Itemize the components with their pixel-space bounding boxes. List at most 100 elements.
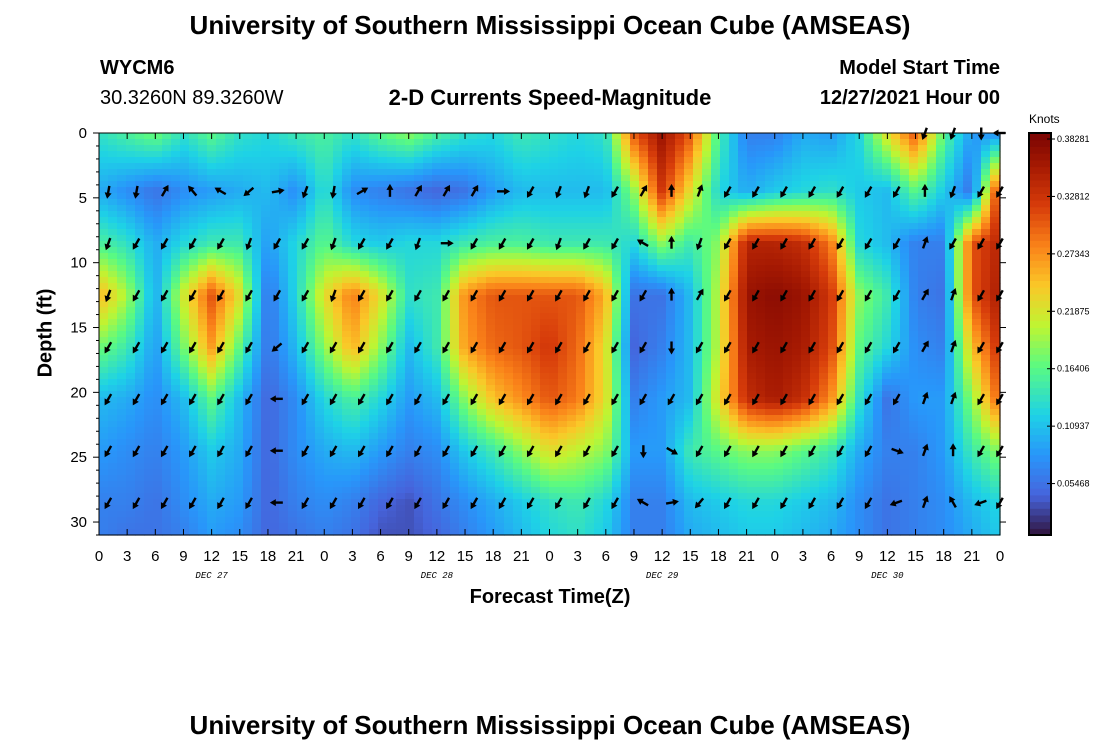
heatmap-cell: [765, 337, 775, 344]
heatmap-cell: [603, 283, 613, 290]
heatmap-cell: [990, 301, 1000, 308]
heatmap-cell: [747, 343, 757, 350]
heatmap-cell: [522, 337, 532, 344]
heatmap-cell: [603, 319, 613, 326]
heatmap-cell: [243, 409, 253, 416]
heatmap-cell: [234, 367, 244, 374]
heatmap-cell: [216, 421, 226, 428]
heatmap-cell: [810, 277, 820, 284]
heatmap-cell: [531, 313, 541, 320]
heatmap-cell: [387, 331, 397, 338]
heatmap-cell: [936, 295, 946, 302]
heatmap-cell: [279, 271, 289, 278]
heatmap-cell: [621, 223, 631, 230]
heatmap-cell: [630, 271, 640, 278]
heatmap-cell: [540, 139, 550, 146]
heatmap-cell: [567, 403, 577, 410]
heatmap-cell: [846, 415, 856, 422]
heatmap-cell: [981, 319, 991, 326]
heatmap-cell: [972, 157, 982, 164]
heatmap-cell: [612, 151, 622, 158]
heatmap-cell: [351, 385, 361, 392]
heatmap-cell: [783, 235, 793, 242]
heatmap-cell: [963, 241, 973, 248]
heatmap-cell: [558, 349, 568, 356]
heatmap-cell: [495, 343, 505, 350]
heatmap-cell: [378, 175, 388, 182]
heatmap-cell: [702, 367, 712, 374]
heatmap-cell: [252, 151, 262, 158]
heatmap-cell: [783, 355, 793, 362]
heatmap-cell: [153, 271, 163, 278]
heatmap-cell: [144, 355, 154, 362]
heatmap-cell: [306, 385, 316, 392]
heatmap-cell: [450, 325, 460, 332]
heatmap-cell: [801, 163, 811, 170]
heatmap-cell: [144, 361, 154, 368]
heatmap-cell: [513, 211, 523, 218]
heatmap-cell: [594, 361, 604, 368]
heatmap-cell: [99, 145, 109, 152]
heatmap-cell: [342, 175, 352, 182]
heatmap-cell: [423, 181, 433, 188]
heatmap-cell: [684, 205, 694, 212]
heatmap-cell: [459, 151, 469, 158]
heatmap-cell: [297, 163, 307, 170]
heatmap-cell: [954, 289, 964, 296]
heatmap-cell: [558, 355, 568, 362]
heatmap-cell: [963, 391, 973, 398]
heatmap-cell: [198, 205, 208, 212]
heatmap-cell: [387, 265, 397, 272]
heatmap-cell: [234, 397, 244, 404]
heatmap-cell: [837, 181, 847, 188]
heatmap-cell: [720, 337, 730, 344]
heatmap-cell: [594, 175, 604, 182]
heatmap-cell: [207, 199, 217, 206]
heatmap-cell: [891, 133, 901, 140]
heatmap-cell: [135, 211, 145, 218]
heatmap-cell: [522, 379, 532, 386]
heatmap-cell: [450, 217, 460, 224]
heatmap-cell: [621, 373, 631, 380]
heatmap-cell: [549, 217, 559, 224]
heatmap-cell: [783, 223, 793, 230]
heatmap-cell: [540, 313, 550, 320]
heatmap-cell: [846, 403, 856, 410]
heatmap-cell: [846, 337, 856, 344]
heatmap-cell: [207, 337, 217, 344]
heatmap-cell: [234, 229, 244, 236]
heatmap-cell: [981, 343, 991, 350]
heatmap-cell: [513, 193, 523, 200]
heatmap-cell: [603, 175, 613, 182]
heatmap-cell: [279, 403, 289, 410]
heatmap-cell: [963, 265, 973, 272]
heatmap-cell: [756, 301, 766, 308]
heatmap-cell: [261, 211, 271, 218]
heatmap-cell: [171, 163, 181, 170]
heatmap-cell: [297, 427, 307, 434]
heatmap-cell: [774, 223, 784, 230]
heatmap-cell: [279, 241, 289, 248]
heatmap-cell: [927, 217, 937, 224]
heatmap-cell: [783, 241, 793, 248]
heatmap-cell: [180, 193, 190, 200]
heatmap-cell: [990, 403, 1000, 410]
heatmap-cell: [495, 253, 505, 260]
heatmap-cell: [747, 415, 757, 422]
heatmap-cell: [198, 385, 208, 392]
heatmap-cell: [378, 283, 388, 290]
heatmap-cell: [216, 247, 226, 254]
heatmap-cell: [648, 139, 658, 146]
heatmap-cell: [288, 379, 298, 386]
heatmap-cell: [315, 133, 325, 140]
heatmap-cell: [675, 331, 685, 338]
heatmap-cell: [306, 397, 316, 404]
heatmap-cell: [783, 163, 793, 170]
heatmap-cell: [594, 223, 604, 230]
heatmap-cell: [495, 169, 505, 176]
heatmap-cell: [495, 355, 505, 362]
heatmap-cell: [396, 253, 406, 260]
heatmap-cell: [360, 259, 370, 266]
heatmap-cell: [108, 247, 118, 254]
heatmap-cell: [720, 319, 730, 326]
